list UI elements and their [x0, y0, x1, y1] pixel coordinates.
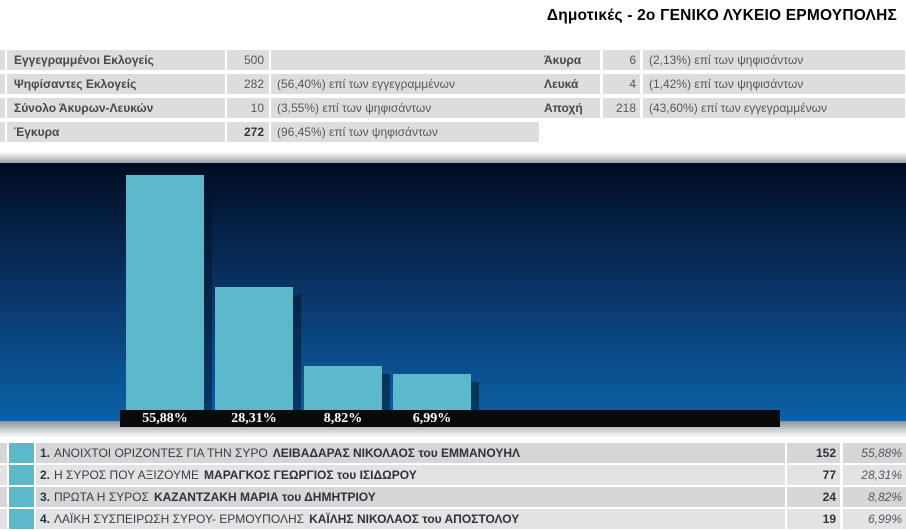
votes-count: 24 — [787, 487, 840, 507]
party-name: ΠΡΩΤΑ Η ΣΥΡΟΣ — [54, 490, 149, 504]
summary-label: Λευκά — [536, 74, 600, 94]
party-name-cell: 3. ΠΡΩΤΑ Η ΣΥΡΟΣ ΚΑΖΑΝΤΖΑΚΗ ΜΑΡΙΑ του ΔΗ… — [36, 487, 785, 507]
summary-note — [271, 50, 539, 70]
bar-percent-label-2: 28,31% — [231, 411, 277, 426]
result-row-3: 3. ΠΡΩΤΑ Η ΣΥΡΟΣ ΚΑΖΑΝΤΖΑΚΗ ΜΑΡΙΑ του ΔΗ… — [0, 487, 906, 507]
table-edge — [0, 487, 7, 507]
summary-row-invalid: Άκυρα 6 (2,13%) επί των ψηφισάντων — [536, 50, 906, 70]
table-edge — [0, 74, 5, 94]
votes-percent: 6,99% — [843, 509, 906, 529]
result-row-2: 2. Η ΣΥΡΟΣ ΠΟΥ ΑΞΙΖΟΥΜΕ ΜΑΡΑΓΚΟΣ ΓΕΩΡΓΙΟ… — [0, 465, 906, 485]
results-list: 1. ΑΝΟΙΧΤΟΙ ΟΡΙΖΟΝΤΕΣ ΓΙΑ ΤΗΝ ΣΥΡΟ ΛΕΙΒΑ… — [0, 443, 906, 531]
summary-label: Αποχή — [536, 98, 600, 118]
summary-note: (2,13%) επί των ψηφισάντων — [643, 50, 905, 70]
party-color-swatch — [9, 443, 34, 463]
party-name-cell: 4. ΛΑΪΚΗ ΣΥΣΠΕΙΡΩΣΗ ΣΥΡΟΥ- ΕΡΜΟΥΠΟΛΗΣ ΚΑ… — [36, 509, 785, 529]
rank-label: 1. — [40, 446, 51, 460]
summary-value: 6 — [603, 50, 640, 70]
summary-value: 282 — [227, 74, 269, 94]
party-name: ΛΑΪΚΗ ΣΥΣΠΕΙΡΩΣΗ ΣΥΡΟΥ- ΕΡΜΟΥΠΟΛΗΣ — [54, 512, 305, 526]
summary-table-right: Άκυρα 6 (2,13%) επί των ψηφισάντων Λευκά… — [536, 50, 906, 122]
bar-percent-label-4: 6,99% — [412, 411, 452, 426]
summary-label: Σύνολο Άκυρων-Λευκών — [7, 98, 225, 118]
table-edge — [0, 465, 7, 485]
party-name-cell: 2. Η ΣΥΡΟΣ ΠΟΥ ΑΞΙΖΟΥΜΕ ΜΑΡΑΓΚΟΣ ΓΕΩΡΓΙΟ… — [36, 465, 785, 485]
summary-value: 4 — [603, 74, 640, 94]
summary-value: 500 — [227, 50, 269, 70]
summary-label: Άκυρα — [536, 50, 600, 70]
result-bar-3 — [304, 366, 382, 410]
summary-row-blank: Λευκά 4 (1,42%) επί των ψηφισάντων — [536, 74, 906, 94]
result-row-4: 4. ΛΑΪΚΗ ΣΥΣΠΕΙΡΩΣΗ ΣΥΡΟΥ- ΕΡΜΟΥΠΟΛΗΣ ΚΑ… — [0, 509, 906, 529]
chart-top-shadow — [0, 152, 906, 163]
summary-note: (43,60%) επί των εγγεγραμμένων — [643, 98, 905, 118]
page-title: Δημοτικές - 2ο ΓΕΝΙΚΟ ΛΥΚΕΙΟ ΕΡΜΟΥΠΟΛΗΣ — [546, 7, 897, 24]
rank-label: 2. — [40, 468, 51, 482]
candidate-name: ΜΑΡΑΓΚΟΣ ΓΕΩΡΓΙΟΣ του ΙΣΙΔΩΡΟΥ — [204, 468, 417, 482]
result-bar-1 — [126, 175, 204, 410]
party-name-cell: 1. ΑΝΟΙΧΤΟΙ ΟΡΙΖΟΝΤΕΣ ΓΙΑ ΤΗΝ ΣΥΡΟ ΛΕΙΒΑ… — [36, 443, 785, 463]
table-edge — [0, 509, 7, 529]
table-edge — [0, 443, 7, 463]
chart-percent-strip: 55,88% 28,31% 8,82% 6,99% — [120, 410, 780, 427]
party-color-swatch — [9, 487, 34, 507]
summary-row-registered: Εγγεγραμμένοι Εκλογείς 500 — [0, 50, 539, 70]
result-bar-2 — [215, 287, 293, 410]
summary-label: Ψηφίσαντες Εκλογείς — [7, 74, 225, 94]
summary-note: (56,40%) επί των εγγεγραμμένων — [271, 74, 539, 94]
summary-row-voted: Ψηφίσαντες Εκλογείς 282 (56,40%) επί των… — [0, 74, 539, 94]
summary-row-valid: Έγκυρα 272 (96,45%) επί των ψηφισάντων — [0, 122, 539, 142]
summary-note: (3,55%) επί των ψηφισάντων — [271, 98, 539, 118]
summary-note: (96,45%) επί των ψηφισάντων — [271, 122, 539, 142]
summary-row-abstention: Αποχή 218 (43,60%) επί των εγγεγραμμένων — [536, 98, 906, 118]
candidate-name: ΛΕΙΒΑΔΑΡΑΣ ΝΙΚΟΛΑΟΣ του ΕΜΜΑΝΟΥΗΛ — [272, 446, 521, 460]
candidate-name: ΚΑΪΛΗΣ ΝΙΚΟΛΑΟΣ του ΑΠΟΣΤΟΛΟΥ — [309, 512, 520, 526]
party-name: ΑΝΟΙΧΤΟΙ ΟΡΙΖΟΝΤΕΣ ΓΙΑ ΤΗΝ ΣΥΡΟ — [54, 446, 268, 460]
bar-percent-label-1: 55,88% — [142, 411, 188, 426]
bar-percent-label-3: 8,82% — [323, 411, 363, 426]
candidate-name: ΚΑΖΑΝΤΖΑΚΗ ΜΑΡΙΑ του ΔΗΜΗΤΡΙΟΥ — [153, 490, 376, 504]
votes-percent: 28,31% — [843, 465, 906, 485]
party-color-swatch — [9, 465, 34, 485]
summary-value: 10 — [227, 98, 269, 118]
votes-count: 77 — [787, 465, 840, 485]
summary-note: (1,42%) επί των ψηφισάντων — [643, 74, 905, 94]
party-name: Η ΣΥΡΟΣ ΠΟΥ ΑΞΙΖΟΥΜΕ — [54, 468, 200, 482]
summary-label: Έγκυρα — [7, 122, 225, 142]
votes-count: 152 — [787, 443, 840, 463]
summary-table-left: Εγγεγραμμένοι Εκλογείς 500 Ψηφίσαντες Εκ… — [0, 50, 539, 146]
table-edge — [0, 98, 5, 118]
party-color-swatch — [9, 509, 34, 529]
summary-value: 272 — [227, 122, 269, 142]
summary-value: 218 — [603, 98, 640, 118]
results-bar-chart — [0, 163, 906, 421]
table-edge — [0, 122, 5, 142]
votes-percent: 55,88% — [843, 443, 906, 463]
summary-label: Εγγεγραμμένοι Εκλογείς — [7, 50, 225, 70]
table-edge — [0, 50, 5, 70]
result-bar-4 — [393, 374, 471, 410]
rank-label: 3. — [40, 490, 51, 504]
votes-count: 19 — [787, 509, 840, 529]
rank-label: 4. — [40, 512, 51, 526]
votes-percent: 8,82% — [843, 487, 906, 507]
summary-row-invalid-blank: Σύνολο Άκυρων-Λευκών 10 (3,55%) επί των … — [0, 98, 539, 118]
result-row-1: 1. ΑΝΟΙΧΤΟΙ ΟΡΙΖΟΝΤΕΣ ΓΙΑ ΤΗΝ ΣΥΡΟ ΛΕΙΒΑ… — [0, 443, 906, 463]
